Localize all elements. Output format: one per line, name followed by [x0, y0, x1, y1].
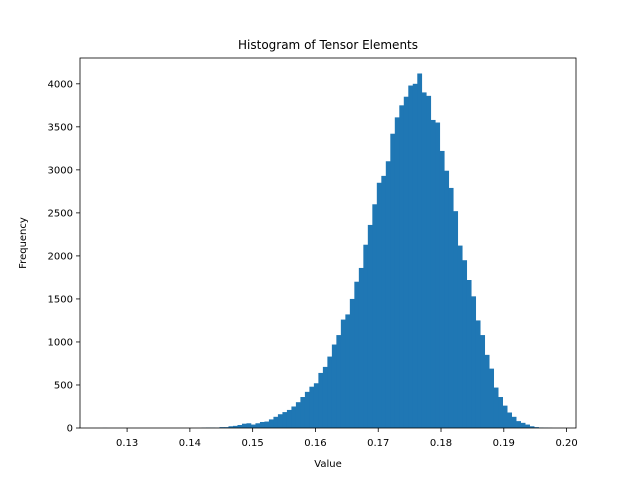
x-tick-label: 0.16 [304, 438, 326, 449]
histogram-bar [390, 133, 396, 428]
x-tick-label: 0.18 [430, 438, 452, 449]
histogram-bar [430, 119, 436, 428]
y-tick-label: 0 [67, 424, 73, 435]
histogram-bar [525, 424, 530, 428]
histogram-bar [372, 204, 378, 428]
histogram-bar [453, 211, 459, 428]
histogram-bar [277, 414, 283, 428]
histogram-bar [439, 150, 445, 428]
x-axis: 0.13 0.14 0.15 0.16 0.17 0.18 0.19 0.20 [116, 428, 578, 449]
x-tick-label: 0.14 [179, 438, 201, 449]
histogram-bars [102, 73, 553, 429]
histogram-bar [286, 409, 292, 428]
histogram-bar [345, 314, 351, 428]
histogram-bar [471, 296, 477, 428]
histogram-bar [403, 96, 409, 428]
histogram-bar [291, 406, 297, 428]
y-tick-label: 3500 [48, 122, 73, 133]
histogram-bar [520, 422, 526, 428]
histogram-bar [529, 426, 535, 428]
histogram-bar [448, 187, 454, 428]
histogram-bar [246, 423, 252, 428]
x-tick-label: 0.15 [242, 438, 264, 449]
histogram-bar [489, 368, 495, 428]
histogram-bar [327, 356, 333, 428]
histogram-bar [426, 95, 432, 429]
histogram-bar [408, 85, 414, 428]
histogram-bar [412, 83, 418, 428]
histogram-bar [507, 412, 512, 428]
histogram-bar [511, 416, 517, 428]
chart-title: Histogram of Tensor Elements [238, 38, 418, 52]
histogram-bar [318, 372, 324, 428]
histogram-bar [313, 383, 319, 428]
histogram-bar [417, 73, 423, 429]
histogram-bar [484, 354, 490, 428]
histogram-bar [219, 427, 225, 428]
y-tick-label: 1000 [48, 337, 73, 348]
histogram-bar [309, 386, 315, 428]
histogram-bar [349, 298, 355, 428]
histogram-bar [367, 224, 373, 428]
histogram-bar [498, 397, 503, 428]
histogram-bar [376, 182, 382, 428]
histogram-bar [354, 281, 360, 428]
histogram-bar [363, 244, 369, 428]
histogram-bar [300, 397, 306, 428]
histogram-bar [304, 391, 310, 428]
y-axis-label: Frequency [18, 217, 29, 269]
histogram-bar [237, 424, 243, 428]
histogram-bar [475, 320, 481, 428]
plot-frame [79, 57, 577, 429]
histogram-bar [340, 319, 346, 428]
histogram-bar [331, 344, 337, 428]
histogram-bar [295, 402, 301, 428]
histogram-bar [466, 280, 472, 428]
histogram-bar [381, 175, 387, 428]
histogram-bar [421, 92, 427, 429]
histogram-bar [516, 421, 521, 428]
histogram-bar [480, 335, 486, 428]
y-tick-label: 2500 [48, 208, 73, 219]
x-tick-label: 0.13 [116, 438, 138, 449]
histogram-bar [250, 424, 256, 428]
histogram-bar [264, 421, 270, 428]
x-tick-label: 0.17 [367, 438, 389, 449]
y-tick-label: 1500 [48, 294, 73, 305]
histogram-bar [358, 267, 364, 428]
histogram-bar [255, 423, 261, 428]
histogram-bar [268, 419, 274, 428]
y-tick-label: 4000 [48, 79, 73, 90]
histogram-bar [273, 416, 279, 428]
histogram-bar [399, 105, 405, 428]
histogram-bar [462, 260, 468, 428]
y-tick-label: 3000 [48, 165, 73, 176]
histogram-bar [228, 426, 234, 428]
histogram-bar [282, 412, 288, 428]
histogram-bar [223, 427, 229, 428]
histogram-bar [385, 161, 391, 428]
histogram-bar [435, 122, 441, 428]
x-tick-label: 0.20 [555, 438, 577, 449]
histogram-bar [336, 335, 342, 428]
histogram-bar [457, 245, 463, 428]
histogram-bar [322, 366, 328, 428]
x-tick-label: 0.19 [493, 438, 515, 449]
histogram-bar [444, 170, 450, 428]
histogram-bar [502, 405, 508, 428]
y-tick-label: 500 [54, 380, 73, 391]
histogram-bar [259, 421, 265, 428]
histogram-bar [232, 425, 238, 428]
histogram-bar [493, 387, 499, 428]
y-tick-label: 2000 [48, 251, 73, 262]
histogram-bar [394, 117, 400, 429]
y-axis: 0 500 1000 1500 2000 2500 3000 3500 4000 [48, 79, 80, 435]
x-axis-label: Value [314, 459, 341, 470]
histogram-bar [241, 423, 247, 428]
histogram-bar [534, 427, 539, 428]
